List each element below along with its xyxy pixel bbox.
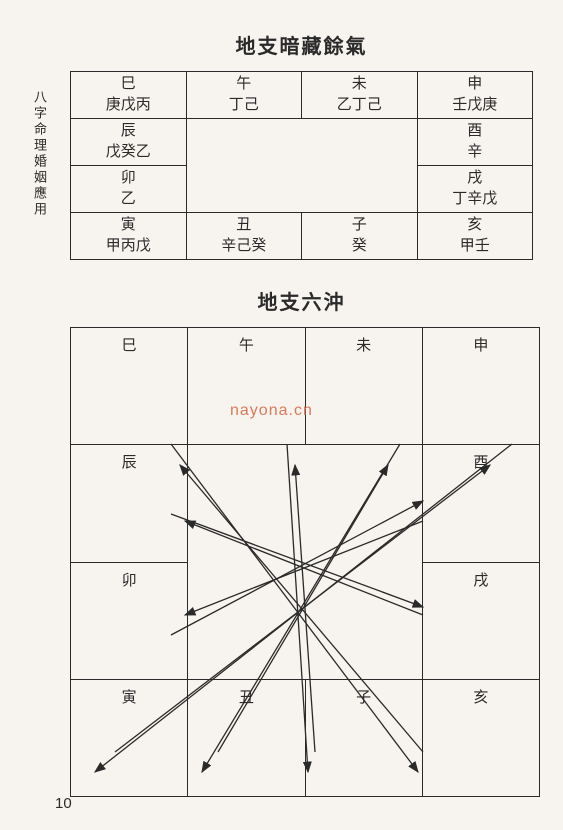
cell-chou: 丑 辛己癸: [186, 213, 302, 260]
cell-si: 巳 庚戊丙: [71, 72, 187, 119]
grid-chou: 丑: [188, 679, 305, 796]
cell-hai: 亥 甲壬: [417, 213, 533, 260]
branch-label: 戌: [418, 168, 533, 189]
grid-zi: 子: [305, 679, 422, 796]
stems-label: 乙丁己: [302, 95, 417, 116]
cell-chen: 辰 戊癸乙: [71, 119, 187, 166]
branch-label: 子: [302, 215, 417, 236]
stems-label: 壬戊庚: [418, 95, 533, 116]
grid-hai: 亥: [422, 679, 539, 796]
branch-label: 酉: [418, 121, 533, 142]
stems-label: 辛己癸: [187, 236, 302, 257]
grid-you: 酉: [422, 445, 539, 562]
stems-label: 癸: [302, 236, 417, 257]
cell-zi: 子 癸: [302, 213, 418, 260]
page-content: 地支暗藏餘氣 巳 庚戊丙 午 丁己 未 乙丁己 申 壬戊庚 辰 戊癸乙: [0, 0, 563, 797]
cell-wu: 午 丁己: [186, 72, 302, 119]
stems-label: 戊癸乙: [71, 142, 186, 163]
grid-shen: 申: [422, 328, 539, 445]
grid-xu: 戌: [422, 562, 539, 679]
stems-label: 甲壬: [418, 236, 533, 257]
cell-shen: 申 壬戊庚: [417, 72, 533, 119]
branch-label: 亥: [418, 215, 533, 236]
stems-label: 丁辛戊: [418, 189, 533, 210]
page-number: 10: [55, 795, 72, 812]
cell-mao: 卯 乙: [71, 166, 187, 213]
branch-label: 卯: [71, 168, 186, 189]
branch-label: 丑: [187, 215, 302, 236]
stems-label: 丁己: [187, 95, 302, 116]
grid-chen: 辰: [71, 445, 188, 562]
stems-label: 辛: [418, 142, 533, 163]
grid-wu: 午: [188, 328, 305, 445]
stems-label: 甲丙戊: [71, 236, 186, 257]
grid-center: [188, 445, 423, 680]
stems-label: 乙: [71, 189, 186, 210]
liuchong-grid: 巳 午 未 申 辰 酉 卯 戌 寅 丑 子 亥: [70, 327, 540, 797]
cell-yin: 寅 甲丙戊: [71, 213, 187, 260]
branch-label: 巳: [71, 74, 186, 95]
cell-xu: 戌 丁辛戊: [417, 166, 533, 213]
cell-wei: 未 乙丁己: [302, 72, 418, 119]
vertical-book-title: 八字命理婚姻應用: [30, 90, 49, 218]
grid-wei: 未: [305, 328, 422, 445]
branch-label: 申: [418, 74, 533, 95]
cell-center-empty: [186, 119, 417, 213]
stems-label: 庚戊丙: [71, 95, 186, 116]
branch-label: 辰: [71, 121, 186, 142]
branch-label: 午: [187, 74, 302, 95]
section1-title: 地支暗藏餘氣: [70, 30, 533, 59]
branch-label: 未: [302, 74, 417, 95]
section2-title: 地支六沖: [70, 286, 533, 315]
branch-label: 寅: [71, 215, 186, 236]
liuchong-diagram: 巳 午 未 申 辰 酉 卯 戌 寅 丑 子 亥: [70, 327, 540, 797]
grid-si: 巳: [71, 328, 188, 445]
grid-yin: 寅: [71, 679, 188, 796]
watermark-text: nayona.cn: [230, 402, 313, 420]
grid-mao: 卯: [71, 562, 188, 679]
hidden-stems-table: 巳 庚戊丙 午 丁己 未 乙丁己 申 壬戊庚 辰 戊癸乙 酉: [70, 71, 533, 260]
cell-you: 酉 辛: [417, 119, 533, 166]
